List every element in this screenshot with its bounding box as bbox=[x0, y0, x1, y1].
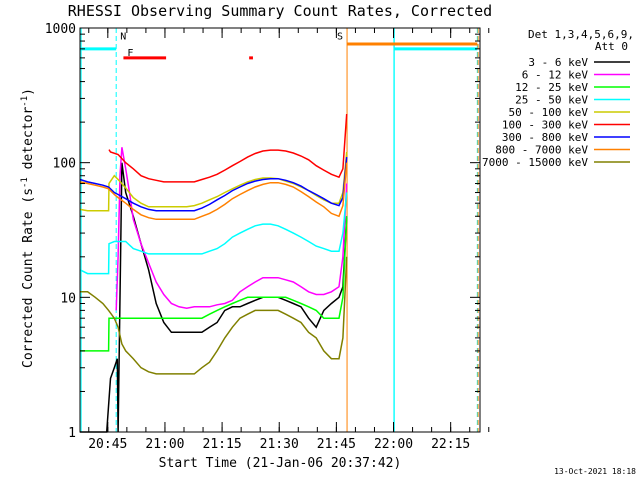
legend-header-line2: Att 0 bbox=[595, 40, 628, 53]
marker-label-s: S bbox=[337, 32, 343, 43]
series-line-6 bbox=[79, 157, 348, 212]
x-tick-label-4: 21:45 bbox=[317, 437, 356, 452]
series-line-8 bbox=[80, 256, 348, 375]
y-tick-label-3: 1000 bbox=[45, 22, 76, 37]
legend-label-2: 12 - 25 keV bbox=[515, 81, 588, 94]
y-axis-label-sup2: -1 bbox=[20, 96, 30, 107]
legend-label-6: 300 - 800 keV bbox=[502, 131, 588, 144]
legend-label-0: 3 - 6 keV bbox=[528, 56, 588, 69]
x-tick-label-6: 22:15 bbox=[431, 437, 470, 452]
x-tick-label-5: 22:00 bbox=[374, 437, 413, 452]
legend-label-8: 7000 - 15000 keV bbox=[482, 156, 588, 169]
y-tick-label-1: 10 bbox=[60, 291, 76, 306]
x-tick-label-3: 21:30 bbox=[260, 437, 299, 452]
x-tick-label-1: 21:00 bbox=[145, 437, 184, 452]
y-axis-label-mid: detector bbox=[21, 107, 36, 178]
y-axis-label: Corrected Count Rate (s-1 detector-1) bbox=[20, 88, 36, 368]
y-tick-label-2: 100 bbox=[53, 157, 76, 172]
series-line-3 bbox=[79, 192, 348, 275]
plot-frame bbox=[79, 27, 481, 433]
legend-label-1: 6 - 12 keV bbox=[522, 69, 589, 82]
legend-header-line1: Det 1,3,4,5,6,9, bbox=[528, 28, 634, 41]
legend-label-7: 800 - 7000 keV bbox=[495, 144, 588, 157]
y-axis-label-sup1: -1 bbox=[20, 177, 30, 188]
legend-label-3: 25 - 50 keV bbox=[515, 94, 588, 107]
series-line-7 bbox=[79, 162, 348, 221]
series-line-5 bbox=[108, 113, 348, 183]
series-line-0 bbox=[80, 162, 348, 433]
y-axis-label-main: Corrected Count Rate (s bbox=[21, 188, 36, 368]
x-tick-label-0: 20:45 bbox=[88, 437, 127, 452]
axis-ticks: 1 10 100 1000 20:45 21:00 21:15 21:30 21:45 22:00… bbox=[45, 22, 490, 452]
generated-timestamp: 13-Oct-2021 18:18 bbox=[554, 467, 636, 476]
series-line-1 bbox=[115, 147, 348, 311]
y-tick-label-0: 1 bbox=[68, 426, 76, 441]
marker-label-f: F bbox=[127, 48, 133, 59]
legend-label-4: 50 - 100 keV bbox=[509, 106, 589, 119]
x-axis-label: Start Time (21-Jan-06 20:37:42) bbox=[159, 456, 402, 471]
chart-title: RHESSI Observing Summary Count Rates, Co… bbox=[68, 2, 492, 20]
legend-label-5: 100 - 300 keV bbox=[502, 119, 588, 132]
series-line-2 bbox=[80, 216, 348, 352]
marker-label-n: N bbox=[120, 32, 126, 43]
y-axis-label-end: ) bbox=[21, 88, 36, 96]
plot-area: NF S bbox=[79, 28, 479, 433]
x-tick-label-2: 21:15 bbox=[203, 437, 242, 452]
